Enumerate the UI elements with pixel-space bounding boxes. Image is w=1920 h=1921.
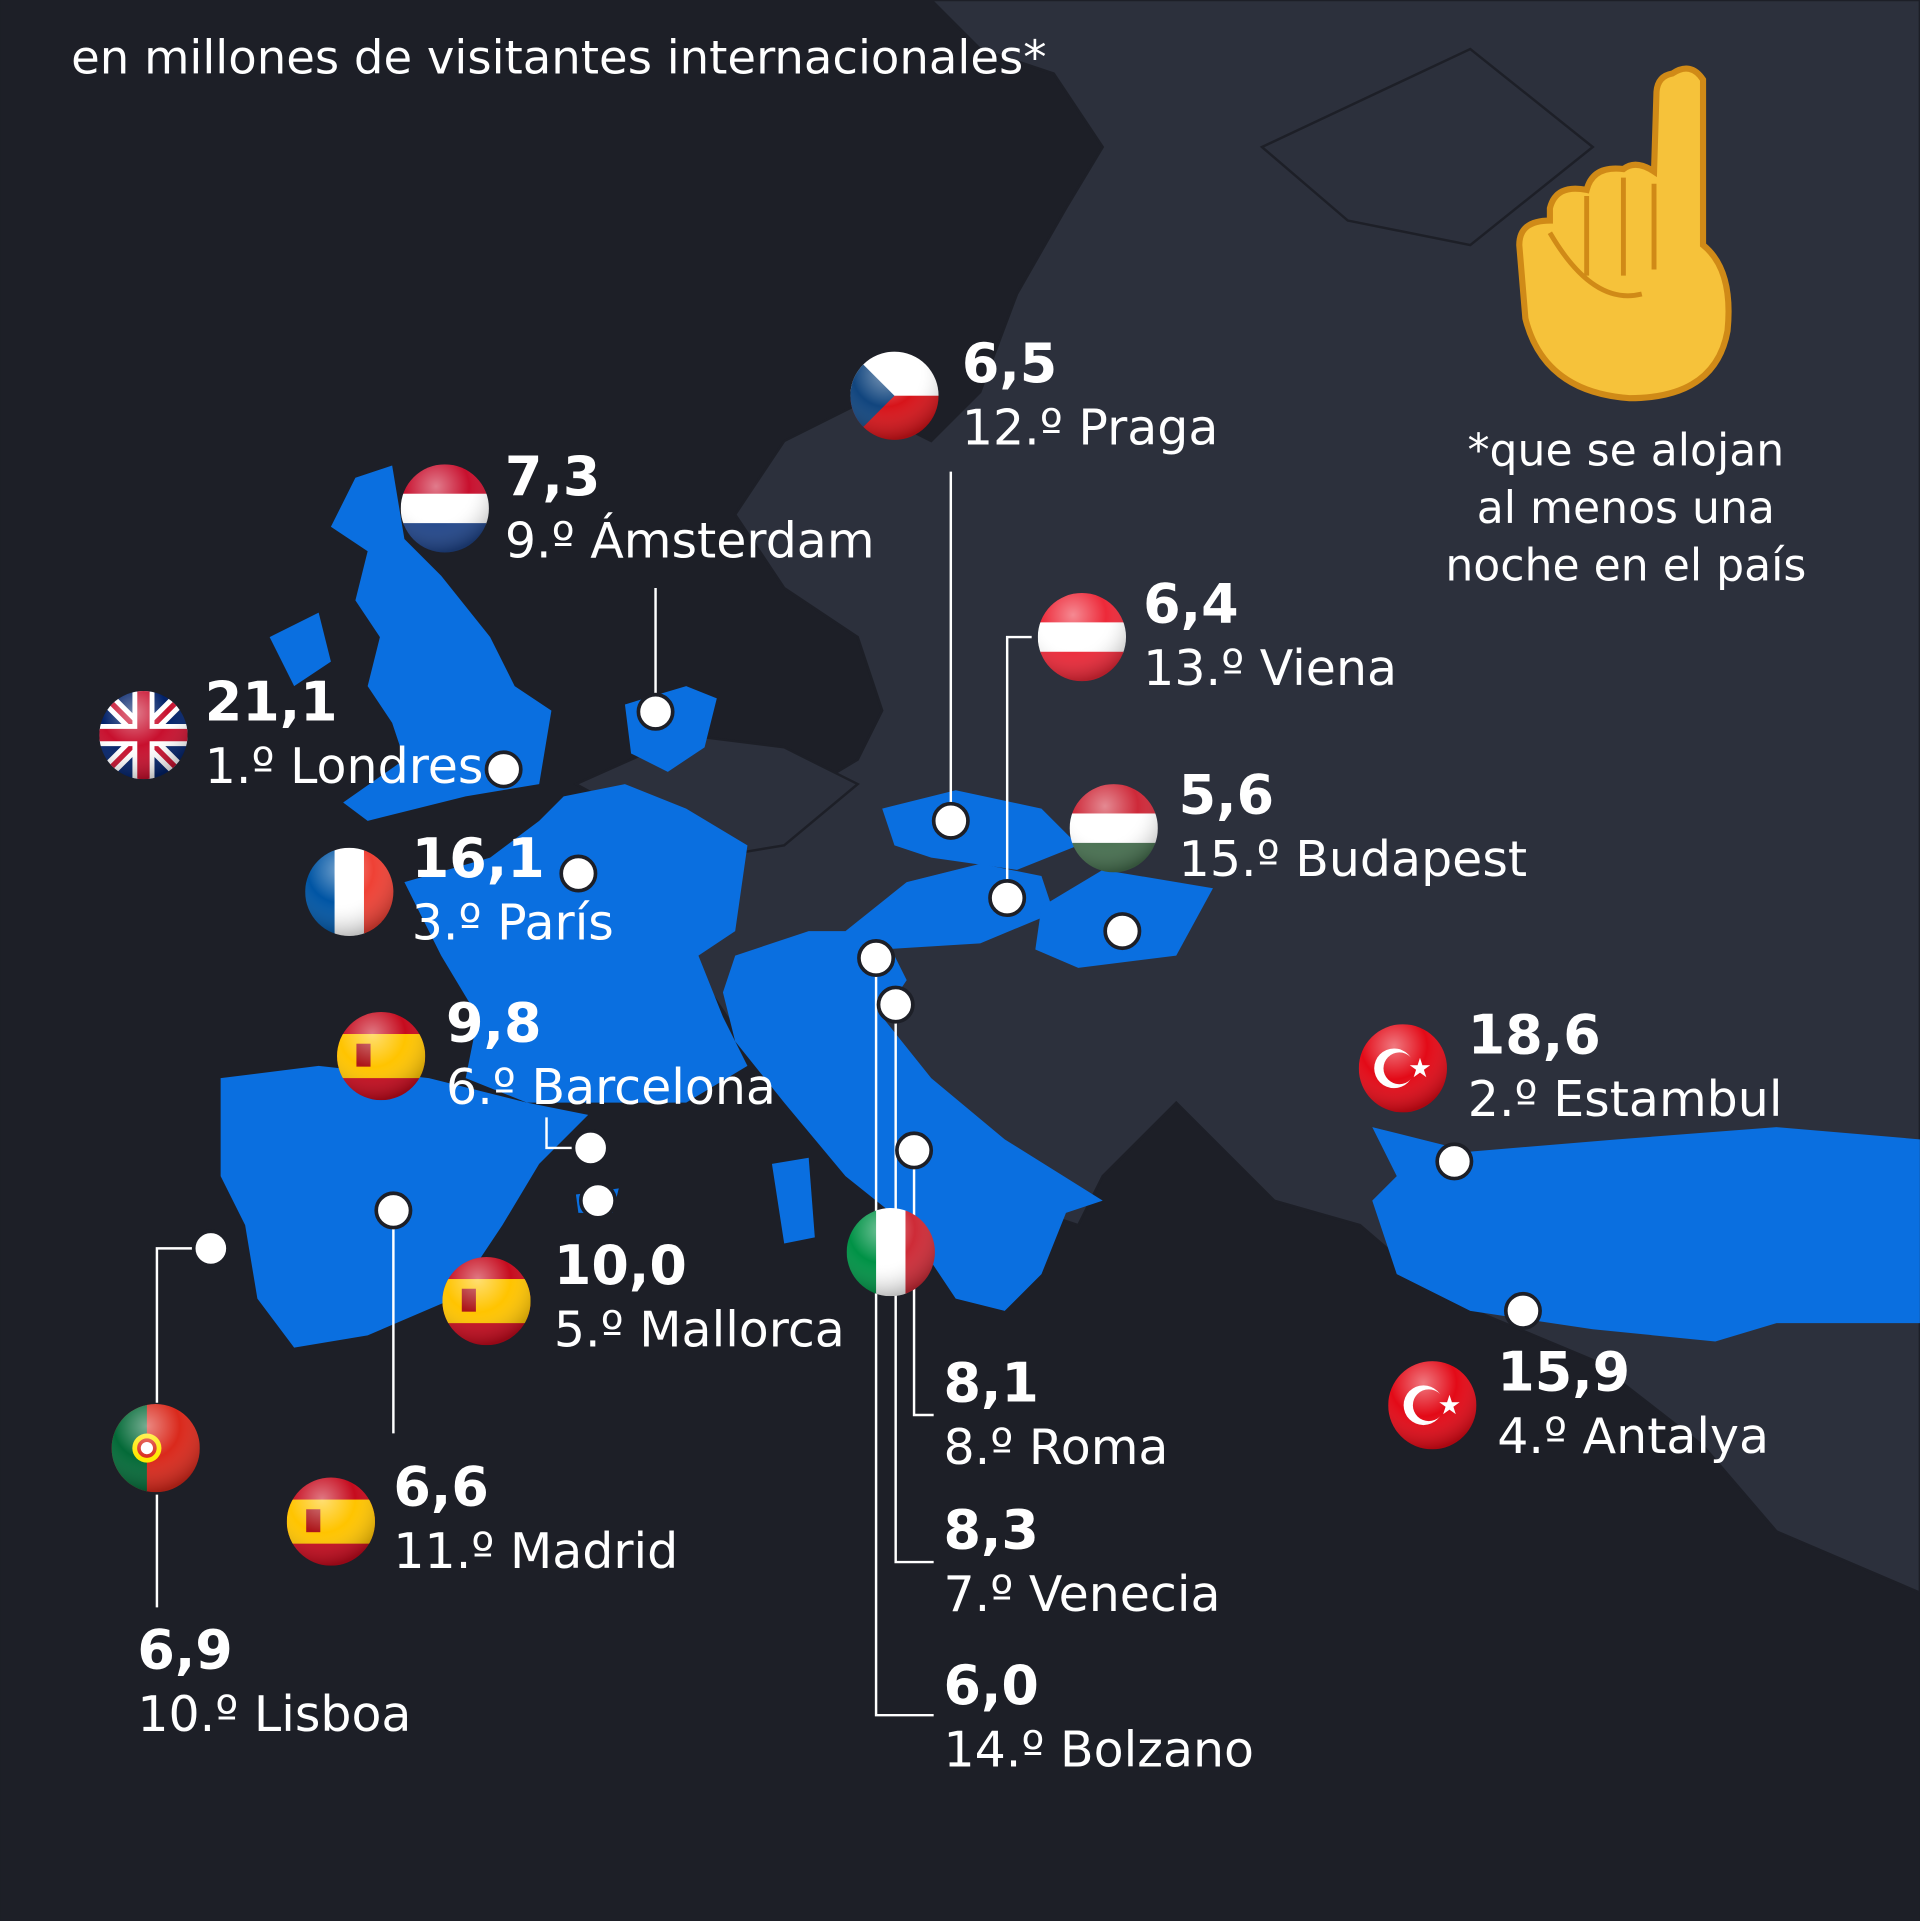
flag-gb-icon (99, 690, 188, 780)
city-dot (1503, 1291, 1542, 1330)
city-dot (931, 801, 970, 840)
city-dot (559, 854, 598, 893)
footnote-line: noche en el país (1445, 541, 1806, 592)
leader-line (155, 1247, 193, 1608)
flag-cz-icon (850, 351, 939, 440)
flag-es-icon (442, 1256, 531, 1346)
leader-line (894, 1022, 934, 1564)
rank-city: 10.º Lisboa (137, 1686, 411, 1743)
footnote-line: al menos una (1477, 483, 1775, 534)
country-sardinia (771, 1157, 815, 1244)
hand-icon (1516, 65, 1732, 402)
city-dot (578, 1181, 617, 1220)
rank-city: 2.º Estambul (1468, 1071, 1783, 1128)
city-label-bolzano: 6,014.º Bolzano (943, 1654, 1254, 1778)
visitor-value: 21,1 (205, 670, 338, 733)
country-czechia (882, 790, 1079, 870)
flag-pt-icon (111, 1403, 200, 1493)
visitor-value: 6,0 (943, 1654, 1038, 1717)
city-label-lisboa: 6,910.º Lisboa (111, 1403, 411, 1743)
rank-city: 1.º Londres (205, 738, 484, 795)
rank-city: 15.º Budapest (1179, 831, 1527, 888)
flag-es-icon (286, 1477, 376, 1566)
visitor-value: 10,0 (554, 1234, 687, 1297)
rank-city: 11.º Madrid (393, 1523, 678, 1580)
footnote-line: *que se alojan (1467, 426, 1784, 477)
rank-city: 13.º Viena (1143, 640, 1397, 697)
city-dot (895, 1131, 934, 1170)
rank-city: 6.º Barcelona (446, 1059, 776, 1116)
flag-tr-icon: ★ (1358, 1024, 1447, 1113)
footnote: *que se alojan al menos una noche en el … (1445, 426, 1806, 592)
flag-fr-icon (305, 847, 394, 936)
leader-line (1005, 635, 1032, 880)
city-dot (191, 1229, 230, 1268)
visitor-value: 6,5 (962, 332, 1057, 395)
flag-es-icon (337, 1011, 426, 1101)
city-dot (857, 939, 896, 978)
city-markers: 21,11.º Londres ★ 18,62.º Estambul 16,13.º … (99, 332, 1783, 1779)
flag-it-icon (846, 1207, 935, 1297)
city-label-madrid: 6,611.º Madrid (286, 1456, 678, 1580)
visitor-value: 6,4 (1143, 572, 1238, 635)
visitor-value: 6,9 (137, 1619, 232, 1682)
country-turkey (1372, 1127, 1920, 1342)
city-label-barcelona: 9,86.º Barcelona (337, 991, 776, 1116)
visitor-value: 6,6 (393, 1456, 488, 1519)
city-label-mallorca: 10,05.º Mallorca (442, 1234, 845, 1358)
leader-line (545, 1117, 576, 1150)
rank-city: 5.º Mallorca (554, 1301, 845, 1358)
rank-city: 4.º Antalya (1497, 1408, 1769, 1465)
city-dot (636, 692, 675, 731)
city-label-londres: 21,11.º Londres (99, 670, 484, 795)
country-uk (330, 465, 552, 821)
rank-city: 8.º Roma (943, 1419, 1168, 1476)
visitor-value: 5,6 (1179, 763, 1274, 826)
city-label-ámsterdam: 7,39.º Ámsterdam (400, 445, 875, 569)
city-dot (988, 879, 1027, 918)
city-dot (571, 1128, 610, 1167)
rank-city: 14.º Bolzano (943, 1722, 1254, 1779)
city-label-antalya: ★ 15,94.º Antalya (1388, 1341, 1769, 1465)
rank-city: 7.º Venecia (943, 1566, 1220, 1623)
city-label-roma: 8,18.º Roma (943, 1352, 1168, 1476)
visitor-value: 7,3 (505, 445, 600, 508)
visitor-value: 16,1 (412, 827, 545, 890)
visitor-value: 8,1 (943, 1352, 1038, 1415)
city-dot (876, 985, 915, 1024)
city-dot (1435, 1142, 1474, 1181)
city-dot (484, 750, 523, 789)
rank-city: 12.º Praga (962, 400, 1219, 457)
country-ireland-uk (269, 612, 331, 687)
flag-nl-icon (400, 464, 489, 553)
city-label-viena: 6,413.º Viena (1037, 572, 1397, 697)
city-label-parís: 16,13.º París (305, 827, 614, 952)
rank-city: 3.º París (412, 895, 614, 952)
country-italy (722, 931, 1103, 1311)
visitor-value: 15,9 (1497, 1341, 1630, 1404)
rank-city: 9.º Ámsterdam (505, 510, 875, 569)
subtitle: en millones de visitantes internacionale… (71, 31, 1046, 85)
highlighted-countries (220, 465, 1920, 1348)
visitor-value: 18,6 (1468, 1004, 1601, 1067)
city-dot (374, 1191, 413, 1230)
visitor-value: 9,8 (446, 991, 541, 1054)
flag-tr-icon: ★ (1388, 1361, 1477, 1450)
city-dot (1103, 912, 1142, 951)
city-label-estambul: ★ 18,62.º Estambul (1358, 1004, 1783, 1128)
visitor-value: 8,3 (943, 1499, 1038, 1562)
city-label-venecia: 8,37.º Venecia (943, 1499, 1220, 1623)
country-france (404, 784, 748, 1103)
city-label-praga: 6,512.º Praga (850, 332, 1219, 457)
